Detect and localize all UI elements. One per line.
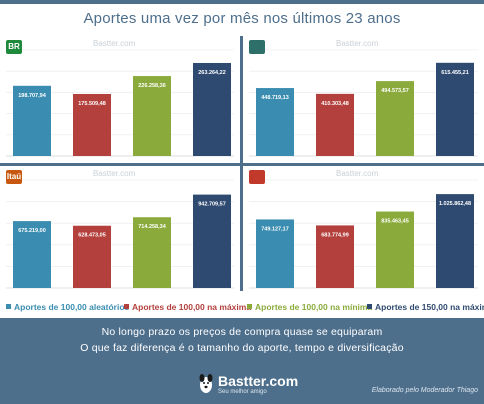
- bar: [73, 225, 111, 288]
- chart-panel-bradesco: 749.127,17 683.774,99 835.463,45 1.025.862,…: [243, 166, 484, 291]
- bar-value-label: 263.264,22: [198, 70, 226, 76]
- itau-logo: Itaú: [6, 170, 22, 184]
- bar: [133, 76, 171, 156]
- footer-line-1: No longo prazo os preços de compra quase…: [101, 326, 383, 338]
- bar: [436, 194, 474, 288]
- legend-label: Aportes de 150,00 na máxima: [375, 302, 484, 312]
- bar: [256, 219, 294, 288]
- legend-item: Aportes de 150,00 na máxima: [367, 302, 484, 312]
- bradesco-logo: [249, 170, 265, 184]
- bar-chart: 675.219,00 628.473,05 714.258,34 942.709,57: [6, 179, 234, 289]
- bar: [436, 62, 474, 156]
- bar-value-label: 683.774,99: [321, 232, 349, 238]
- bar-chart: 198.707,94 175.509,48 226.258,36 263.264,22: [6, 49, 234, 157]
- footer: No longo prazo os preços de compra quase…: [0, 318, 484, 404]
- legend-label: Aportes de 100,00 na máxima: [132, 302, 252, 312]
- bar-chart: 749.127,17 683.774,99 835.463,45 1.025.862,…: [249, 179, 478, 289]
- vale-logo: [249, 40, 265, 54]
- bar-value-label: 714.258,34: [138, 224, 166, 230]
- brand-name: Bastter.com: [218, 373, 299, 389]
- bar-value-label: 942.709,57: [198, 202, 226, 208]
- chart-panel-vale: 448.719,13 410.303,48 494.573,57 615.455,21…: [243, 36, 484, 163]
- bar-value-label: 835.463,45: [381, 219, 409, 225]
- bar: [133, 217, 171, 288]
- legend-label: Aportes de 100,00 na mínima: [255, 302, 373, 312]
- bar: [193, 62, 231, 156]
- bar: [316, 225, 354, 288]
- page-title: Aportes uma vez por mês nos últimos 23 a…: [83, 10, 401, 27]
- bar: [316, 93, 354, 156]
- watermark: Bastter.com: [336, 39, 379, 48]
- bar: [376, 211, 414, 288]
- bar-value-label: 448.719,13: [261, 95, 289, 101]
- credit-text: Elaborado pelo Moderador Thiago: [371, 387, 478, 394]
- legend-swatch: [124, 304, 129, 309]
- legend-item: Aportes de 100,00 na mínima: [247, 302, 372, 312]
- legend-item: Aportes de 100,00 na máxima: [124, 302, 251, 312]
- watermark: Bastter.com: [93, 39, 136, 48]
- bar: [193, 194, 231, 288]
- bar-value-label: 226.258,36: [138, 83, 166, 89]
- divider-vertical: [240, 36, 243, 291]
- chart-panel-petrobras: 198.707,94 175.509,48 226.258,36 263.264,22…: [0, 36, 240, 163]
- watermark: Bastter.com: [93, 169, 136, 178]
- legend: Aportes de 100,00 aleatórios Aportes de …: [0, 298, 484, 318]
- top-band: [0, 0, 484, 4]
- watermark: Bastter.com: [336, 169, 379, 178]
- legend-swatch: [247, 304, 252, 309]
- dog-mascot-icon: [199, 374, 213, 393]
- bar-value-label: 175.509,48: [78, 101, 106, 107]
- bar: [73, 93, 111, 156]
- bar: [13, 221, 51, 288]
- bar-value-label: 615.455,21: [441, 70, 469, 76]
- legend-label: Aportes de 100,00 aleatórios: [14, 302, 130, 312]
- bar-value-label: 628.473,05: [78, 233, 106, 239]
- bar: [376, 81, 414, 156]
- bar-value-label: 749.127,17: [261, 226, 289, 232]
- bar: [256, 88, 294, 156]
- legend-item: Aportes de 100,00 aleatórios: [6, 302, 129, 312]
- bar-value-label: 675.219,00: [18, 228, 46, 234]
- brand-tagline: Seu melhor amigo: [218, 389, 267, 395]
- legend-swatch: [6, 304, 11, 309]
- chart-panel-itau: 675.219,00 628.473,05 714.258,34 942.709,57…: [0, 166, 240, 291]
- bar: [13, 85, 51, 156]
- bar-chart: 448.719,13 410.303,48 494.573,57 615.455,21: [249, 49, 478, 157]
- petrobras-logo: BR: [6, 40, 22, 54]
- bar-value-label: 494.573,57: [381, 88, 409, 94]
- bar-value-label: 410.303,48: [321, 101, 349, 107]
- footer-line-2: O que faz diferença é o tamanho do aport…: [80, 342, 404, 354]
- legend-swatch: [367, 304, 372, 309]
- bar-value-label: 198.707,94: [18, 93, 46, 99]
- bar-value-label: 1.025.862,48: [439, 201, 471, 207]
